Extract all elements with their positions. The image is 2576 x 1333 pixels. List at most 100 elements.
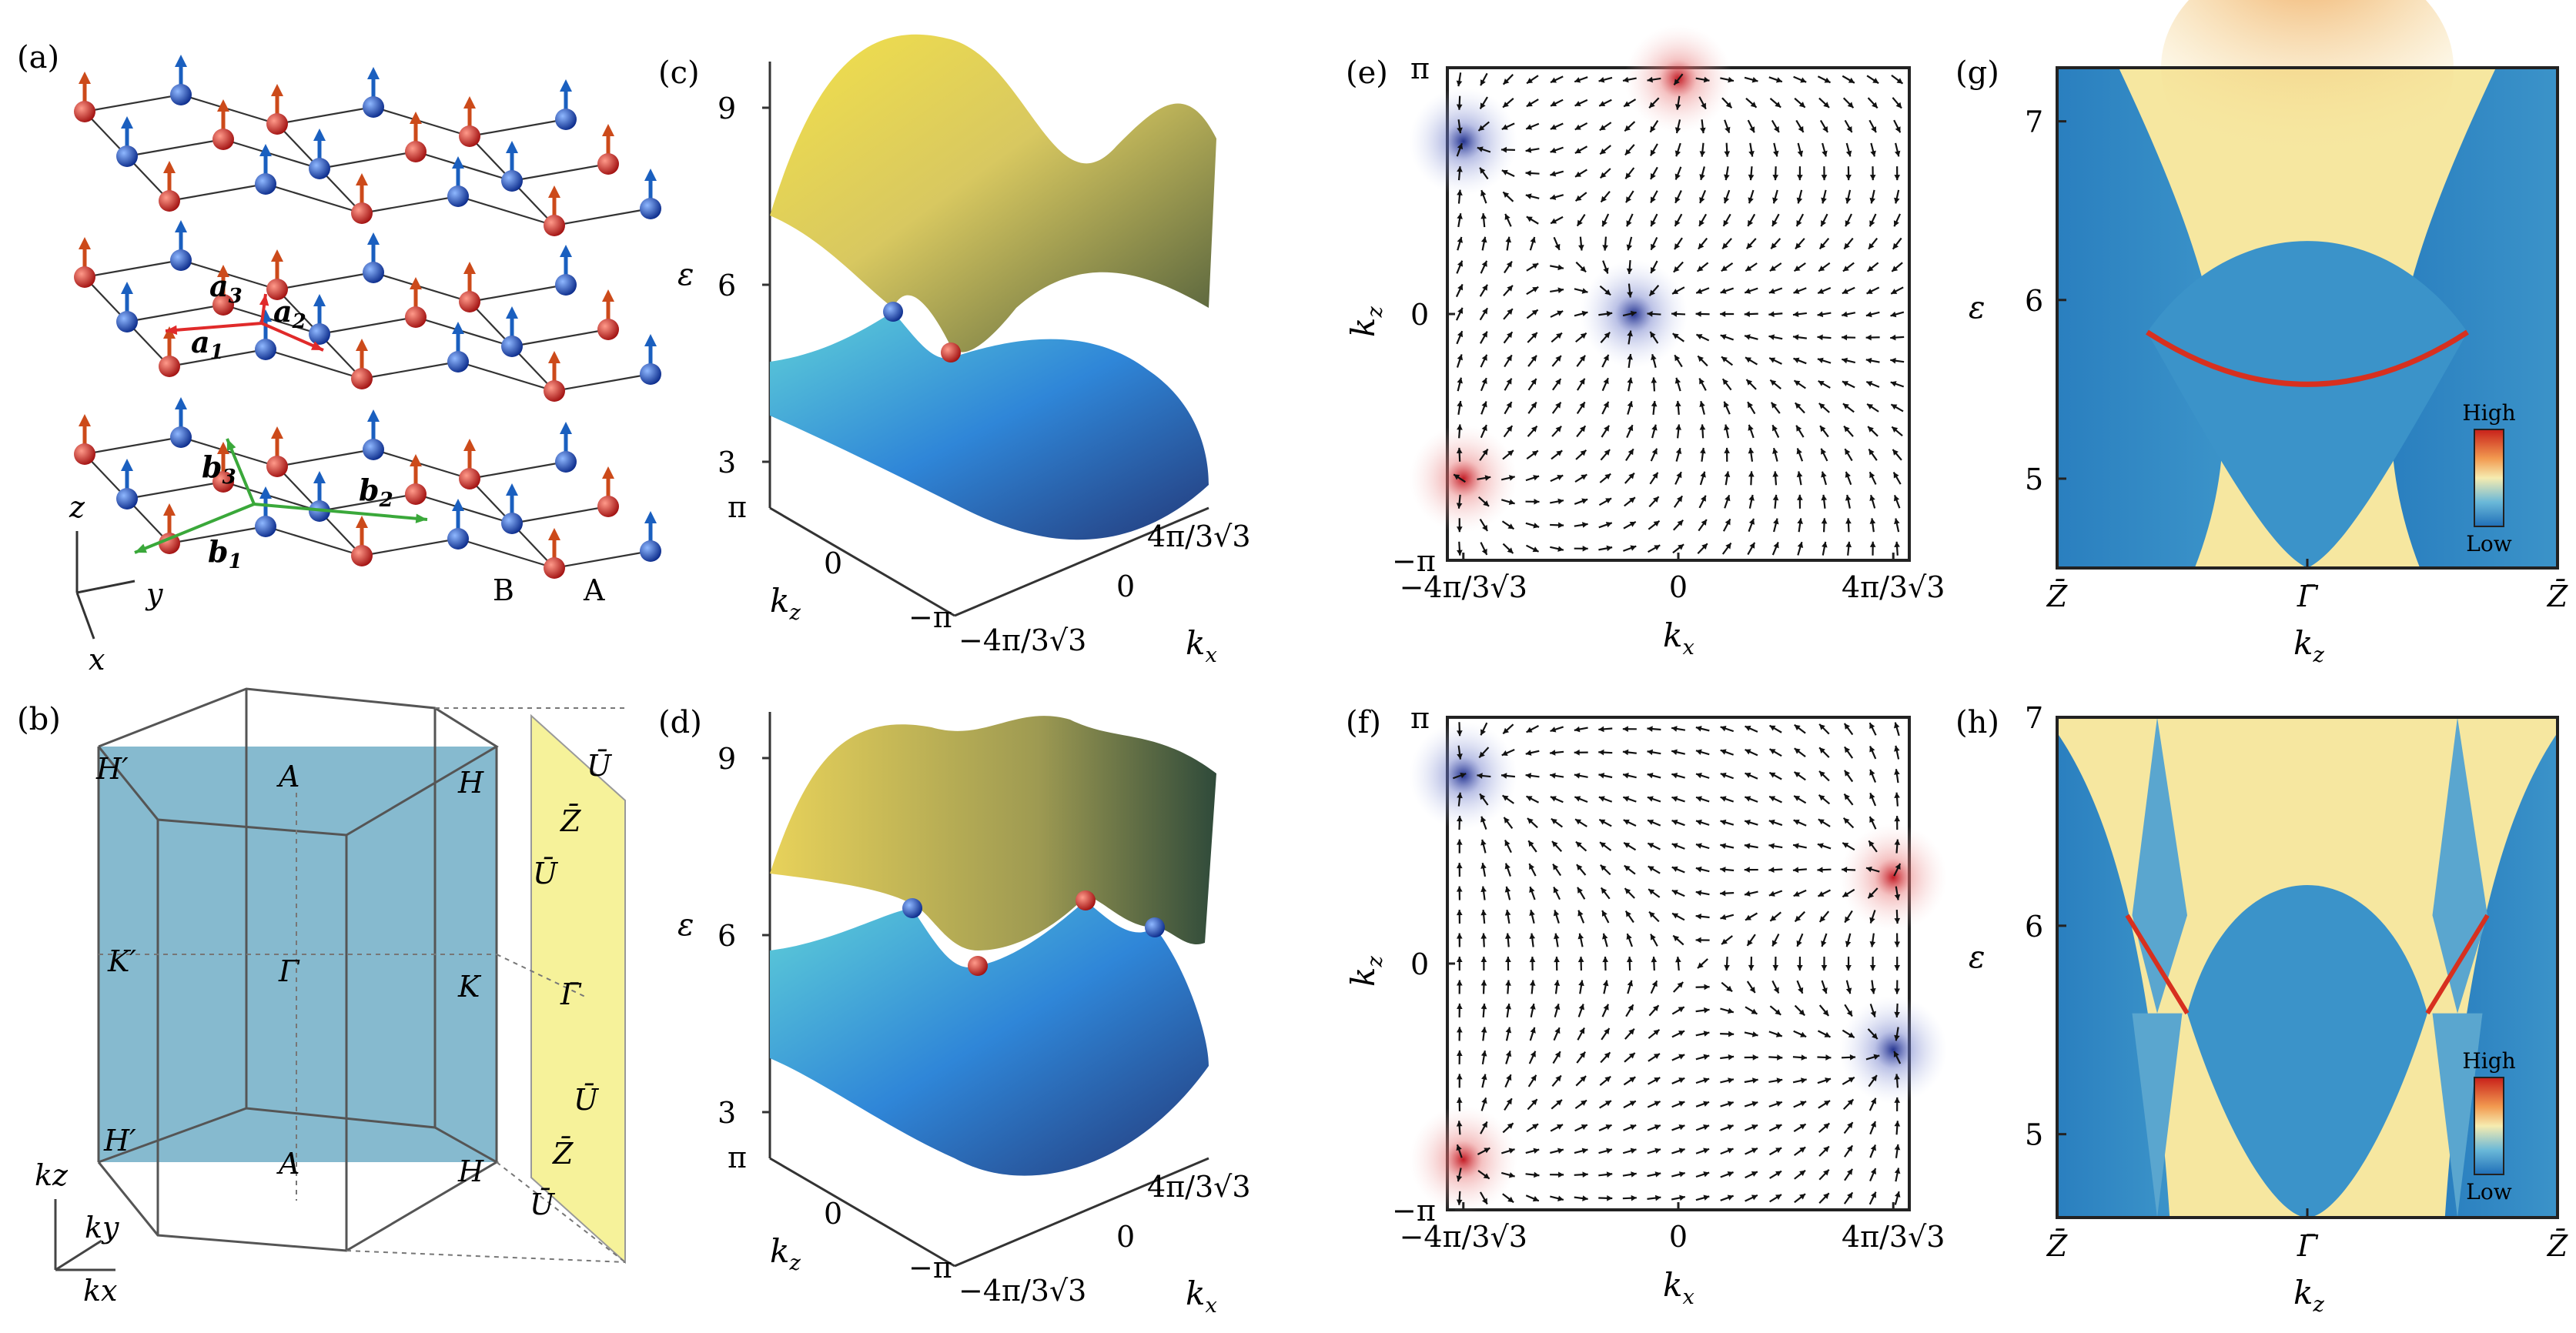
lattice-site-red [212,294,234,316]
eps-tick: 9 [718,742,736,776]
eps-tick: 7 [2025,701,2043,735]
x-tick: 4π/3√3 [1842,1220,1945,1254]
panel-label-g: (g) [1955,55,1999,91]
vector-label-b2: b2 [359,473,393,512]
colorbar-low-label: Low [2466,531,2511,556]
x-tick: Z̄ [2046,1229,2068,1263]
bz-point-k-prime: K′ [107,944,136,978]
lattice-site-blue [640,198,661,219]
kz-tick: π [728,490,747,524]
lattice-site-blue [501,513,523,534]
lattice-site-blue [501,336,523,357]
weyl-point-sink [1409,87,1517,195]
lattice-site-red [74,443,95,465]
eps-tick: 3 [718,1096,736,1130]
lattice-axis-triad [75,531,135,640]
bz-axis-ky: ky [85,1211,119,1244]
lattice-site-blue [447,528,469,550]
surface-point-z-2: Z̄ [552,1137,574,1171]
lattice-site-red [159,190,180,212]
kz-axis-label: kz [770,582,801,625]
kz-tick: 0 [824,1197,842,1231]
bz-axis-kz: kz [35,1158,69,1192]
bulk-region [2057,733,2170,1218]
bz-point-h-bottom: H [457,1154,484,1188]
kz-tick: −π [908,600,952,634]
lattice-site-blue [170,249,192,271]
lattice-site-blue [363,262,384,283]
x-tick: Γ̄ [2297,580,2319,613]
lattice-site-blue [363,96,384,118]
bz-point-a-top: A [276,760,299,793]
lattice-site-red [212,471,234,493]
kz-axis-label: kz [1344,306,1387,337]
x-tick: −4π/3√3 [1400,1220,1527,1254]
kx-tick: −4π/3√3 [958,623,1086,657]
panel-label-e: (e) [1346,55,1388,91]
lattice-site-red [459,291,480,312]
surface-point-u-2: Ū [533,857,559,890]
surface-state [2146,329,2469,387]
lattice-site-red [597,496,619,517]
kx-axis-label: kx [1186,1275,1217,1318]
colorbar [2474,1077,2504,1175]
bz-point-gamma: Γ [278,954,300,988]
lattice-site-red [405,141,427,162]
y-tick: π [1410,52,1430,85]
eps-tick: 7 [2025,105,2043,139]
lattice-site-blue [309,323,330,345]
kz-axis-label: kz [770,1232,801,1275]
lattice-diagram [74,55,661,579]
lattice-site-red [405,483,427,505]
y-tick: 0 [1410,298,1429,332]
lattice-site-blue [363,439,384,460]
lattice-site-red [266,456,288,477]
lattice-site-red [597,319,619,340]
eps-axis-label: ε [1969,940,1985,975]
lattice-site-blue [116,488,138,509]
eps-tick: 6 [718,919,736,953]
bulk-region [2057,68,2224,568]
kz-tick: π [728,1141,747,1174]
kx-axis-label: kx [1663,1266,1694,1309]
sublattice-label-b: B [493,573,514,607]
kz-axis-label: kz [1344,956,1387,987]
weyl-point-source [1839,823,1948,931]
lattice-site-red [266,113,288,135]
colorbar-high-label: High [2462,400,2515,426]
kz-tick: 0 [824,546,842,580]
kx-tick: 0 [1116,570,1135,603]
bz-axis-triad [54,1199,115,1271]
lattice-site-red [266,279,288,300]
axis-label-z: z [69,490,85,524]
lattice-site-red [74,266,95,288]
bz-point-h-top: H [457,766,484,800]
kx-tick: −4π/3√3 [958,1274,1086,1308]
lattice-site-blue [116,311,138,332]
y-tick: 0 [1410,947,1429,981]
lattice-site-blue [640,363,661,385]
bulk-region [2132,1013,2183,1218]
surface-point-gamma: Γ̄ [560,977,582,1011]
axis-label-y: y [145,577,163,611]
kx-tick: 4π/3√3 [1147,1170,1251,1204]
eps-tick: 6 [2025,910,2043,944]
colorbar [2474,429,2504,527]
lattice-site-red [351,202,373,224]
eps-axis-label: ε [677,907,694,943]
spectral-map-h: 7 6 5 ε Z̄ Γ̄ Z̄ kz High Low [1969,701,2568,1317]
bz-point-h-prime-bottom: H′ [103,1124,136,1158]
axis-label-x: x [89,643,105,677]
vector-label-a1: a1 [191,325,224,364]
lower-band-surface [770,900,1209,1176]
lattice-site-red [351,368,373,389]
sublattice-label-a: A [583,573,605,607]
panel-label-a: (a) [17,40,59,75]
vector-field-f: π 0 −π−4π/3√3 0 4π/3√3 kx kz [1344,701,1948,1309]
x-tick: Z̄ [2547,580,2568,613]
kx-tick: 4π/3√3 [1147,520,1251,553]
lattice-labels: a3 a2 a1 b3 b2 b1 z y x B A [69,269,605,677]
eps-tick: 6 [2025,284,2043,318]
weyl-point-blue [902,898,922,918]
